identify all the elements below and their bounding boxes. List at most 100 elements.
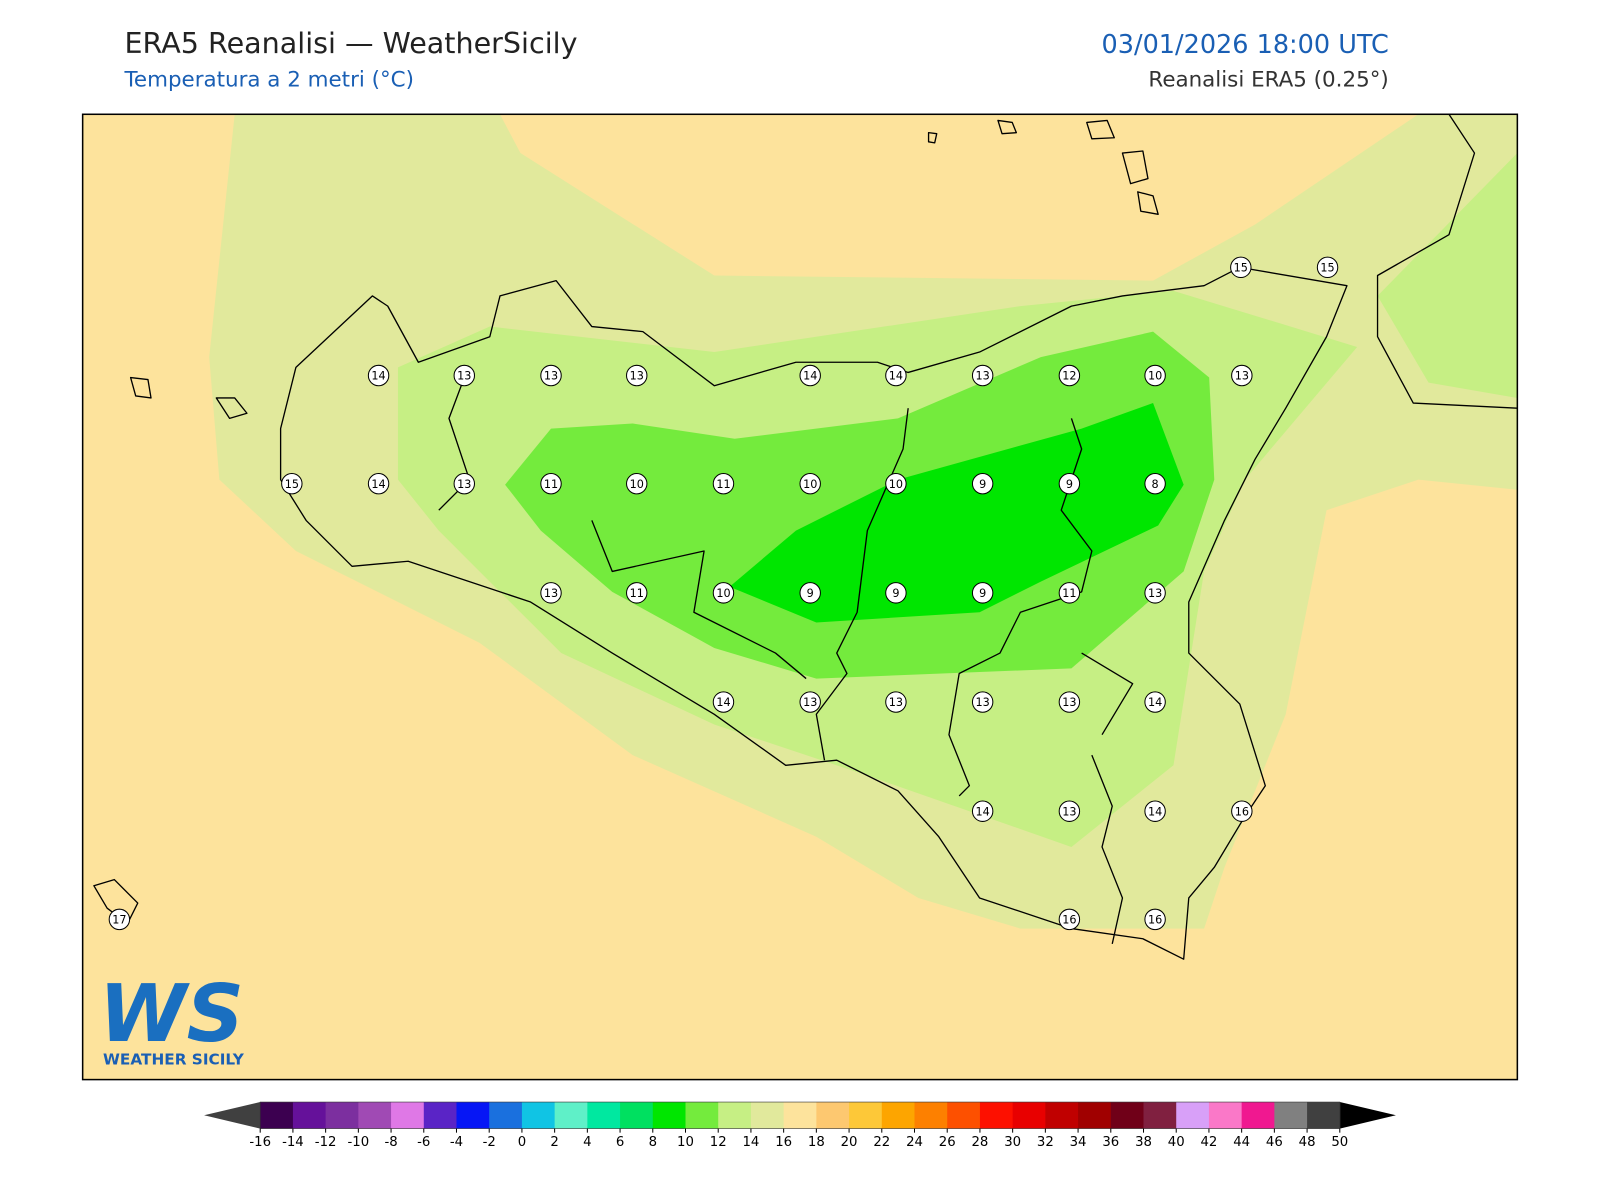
colorbar-tick-label: 26 <box>939 1135 956 1150</box>
station-marker <box>367 472 390 495</box>
station-value: 10 <box>716 587 730 600</box>
colorbar-box <box>260 1102 294 1129</box>
station-marker <box>1144 582 1166 604</box>
station-marker <box>1231 800 1253 822</box>
colorbar-tick-label: 22 <box>873 1135 890 1150</box>
colorbar-under <box>204 1102 261 1129</box>
colorbar-box <box>979 1102 1014 1129</box>
islands <box>93 119 1159 925</box>
station-value: 9 <box>1066 478 1073 491</box>
station-value: 11 <box>630 587 644 600</box>
station-value: 13 <box>1062 696 1076 709</box>
colorbar-box <box>521 1102 556 1129</box>
colorbar-box <box>423 1102 458 1129</box>
calabria-coast <box>1376 114 1518 409</box>
station-value: 15 <box>1234 261 1248 274</box>
colorbar-tick-label: 6 <box>616 1135 624 1150</box>
colorbar-box <box>292 1102 327 1129</box>
colorbar-box <box>1307 1102 1341 1129</box>
colorbar-box <box>1208 1102 1243 1129</box>
station-marker <box>540 364 562 387</box>
station-marker <box>712 472 735 495</box>
colorbar-box <box>849 1102 883 1129</box>
colorbar-frame <box>259 1101 1341 1129</box>
station-value: 14 <box>976 805 990 818</box>
station-marker <box>1144 908 1166 931</box>
station-value: 13 <box>457 478 471 491</box>
colorbar-box <box>587 1102 621 1129</box>
datetime: 03/01/2026 18:00 UTC <box>1102 30 1389 60</box>
station-marker <box>712 582 735 604</box>
station-value: 13 <box>803 696 817 709</box>
station-marker <box>971 582 994 604</box>
colorbar: -16 -14 -12 -10 -8 -6 -4 -2 0 2 4 6 8 10 12 14 16 18 20 22 2… <box>204 1101 1396 1150</box>
station-marker <box>885 364 907 387</box>
station-value: 13 <box>1062 805 1076 818</box>
station-marker <box>626 582 648 604</box>
station-value: 16 <box>1148 913 1162 926</box>
station-value: 13 <box>630 370 644 383</box>
colorbar-box <box>1274 1102 1308 1129</box>
colorbar-tick-label: 42 <box>1200 1135 1217 1150</box>
subtitle: Temperatura a 2 metri (°C) <box>123 68 413 93</box>
colorbar-box <box>620 1102 654 1129</box>
colorbar-box <box>783 1102 817 1129</box>
colorbar-box <box>554 1102 588 1129</box>
station-value: 14 <box>1148 696 1162 709</box>
station-value: 10 <box>630 478 644 491</box>
station-value: 10 <box>889 478 903 491</box>
colorbar-tick-label: -16 <box>249 1135 271 1150</box>
station-value: 11 <box>544 478 558 491</box>
colorbar-box <box>816 1102 850 1129</box>
station-value: 10 <box>803 478 817 491</box>
colorbar-tick-label: 48 <box>1299 1135 1316 1150</box>
station-marker <box>1230 256 1252 279</box>
station-value: 13 <box>889 696 903 709</box>
station-marker <box>367 364 390 387</box>
station-marker <box>885 472 907 495</box>
station-value: 13 <box>1148 587 1162 600</box>
colorbar-tick-label: 24 <box>906 1135 923 1150</box>
station-marker <box>1058 691 1081 713</box>
colorbar-tick-label: -10 <box>348 1135 370 1150</box>
station-marker <box>1316 256 1339 279</box>
colorbar-box <box>391 1102 425 1129</box>
logo-name: WEATHER SICILY <box>103 1050 245 1068</box>
colorbar-tick-label: 8 <box>649 1135 657 1150</box>
station-marker <box>626 364 648 387</box>
station-marker <box>971 472 994 495</box>
station-marker <box>799 691 821 713</box>
station-marker <box>540 472 562 495</box>
colorbar-tick-label: 16 <box>775 1135 792 1150</box>
coastline <box>279 266 1348 960</box>
station-marker <box>1144 800 1166 822</box>
provinces <box>438 377 1134 945</box>
colorbar-tick-label: 2 <box>550 1135 558 1150</box>
colorbar-tick-label: 4 <box>583 1135 591 1150</box>
station-marker <box>971 800 994 822</box>
station-marker <box>1058 364 1081 387</box>
colorbar-tick-label: -6 <box>417 1135 430 1150</box>
colorbar-box <box>1176 1102 1210 1129</box>
station-value: 16 <box>1062 913 1076 926</box>
band-12-14 <box>1377 153 1518 398</box>
colorbar-box <box>358 1102 392 1129</box>
colorbar-tick-label: 20 <box>841 1135 858 1150</box>
colorbar-box <box>1241 1102 1275 1129</box>
station-marker <box>971 691 994 713</box>
colorbar-tick-label: 40 <box>1168 1135 1185 1150</box>
map-frame <box>81 113 1519 1081</box>
colorbar-box <box>1045 1102 1079 1129</box>
logo-mark: WS <box>99 967 244 1060</box>
station-value: 14 <box>716 696 730 709</box>
station-marker <box>626 472 648 495</box>
colorbar-box <box>718 1102 752 1129</box>
station-marker <box>540 582 562 604</box>
station-value: 8 <box>1152 478 1159 491</box>
colorbar-box <box>881 1102 916 1129</box>
colorbar-box <box>652 1102 687 1129</box>
colorbar-tick-label: 32 <box>1037 1135 1054 1150</box>
colorbar-box <box>914 1102 948 1129</box>
colorbar-box <box>750 1102 785 1129</box>
